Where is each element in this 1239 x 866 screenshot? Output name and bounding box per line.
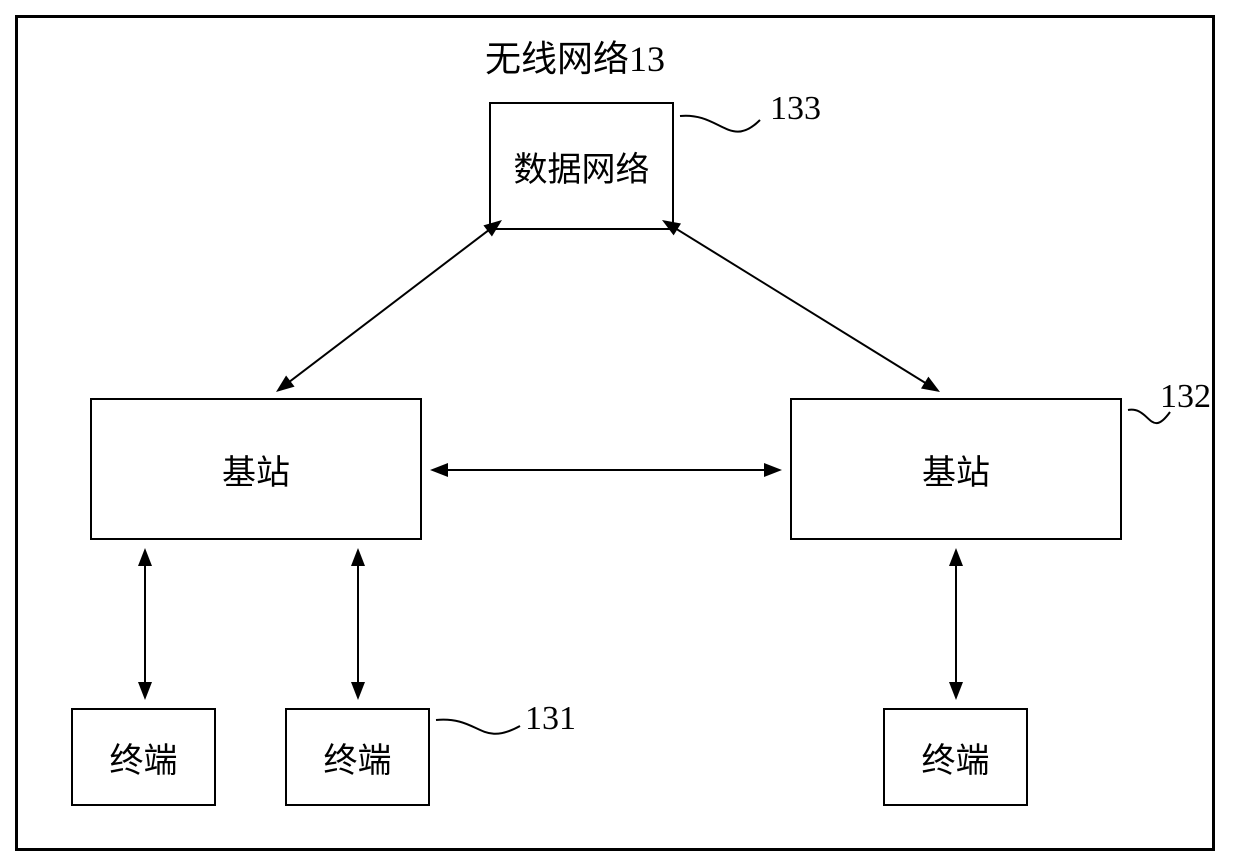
diagram-canvas: 无线网络13 数据网络 基站 基站 终端 终端 终端 133 132 131: [0, 0, 1239, 866]
node-terminal-1: 终端: [71, 708, 216, 806]
diagram-title: 无线网络13: [485, 30, 665, 82]
node-label: 终端: [110, 733, 178, 782]
node-label: 终端: [922, 733, 990, 782]
node-terminal-2: 终端: [285, 708, 430, 806]
node-base-station-right: 基站: [790, 398, 1122, 540]
node-base-station-left: 基站: [90, 398, 422, 540]
callout-label-132: 132: [1160, 378, 1211, 416]
node-terminal-3: 终端: [883, 708, 1028, 806]
node-label: 数据网络: [514, 142, 650, 191]
node-label: 终端: [324, 733, 392, 782]
node-label: 基站: [922, 445, 990, 494]
callout-label-133: 133: [770, 90, 821, 128]
node-data-network: 数据网络: [489, 102, 674, 230]
callout-label-131: 131: [525, 700, 576, 738]
node-label: 基站: [222, 445, 290, 494]
